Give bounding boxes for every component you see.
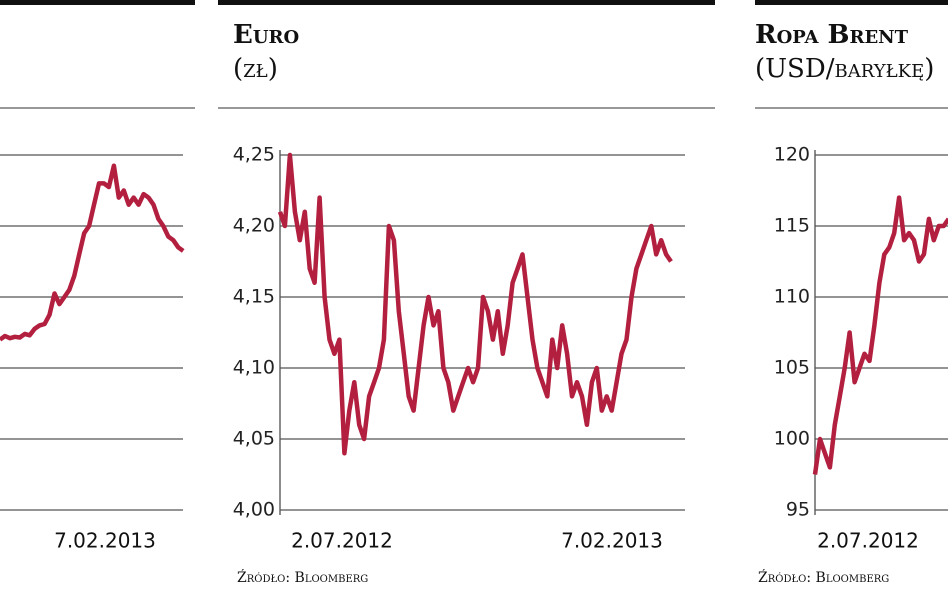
panel-title: Ropa Brent xyxy=(755,20,909,50)
y-tick-label: 4,15 xyxy=(233,286,275,308)
panel-subtitle: (zł) xyxy=(233,54,278,84)
y-tick-label: 4,25 xyxy=(233,144,275,166)
panel-subtitle: (USD/baryłkę) xyxy=(755,54,934,84)
source: Źródło: Bloomberg xyxy=(758,568,889,586)
panel-title: Euro xyxy=(233,20,299,50)
y-tick-label: 4,10 xyxy=(233,357,275,379)
y-tick-label: 100 xyxy=(774,428,810,450)
series-line xyxy=(812,195,948,475)
top-bar xyxy=(218,0,715,5)
source: Źródło: Bloomberg xyxy=(237,568,368,586)
y-tick-label: 4,00 xyxy=(233,499,275,521)
series-line xyxy=(277,152,673,456)
x-tick-label: 7.02.2013 xyxy=(561,529,663,553)
top-bar xyxy=(755,0,948,5)
x-tick-label: 7.02.2013 xyxy=(54,529,156,553)
x-tick-label: 2.07.2012 xyxy=(817,529,919,553)
y-tick-label: 105 xyxy=(774,357,810,379)
top-bar xyxy=(0,0,195,5)
y-tick-label: 95 xyxy=(786,499,810,521)
series-line xyxy=(0,163,185,342)
y-tick-label: 115 xyxy=(774,215,810,237)
y-tick-label: 110 xyxy=(774,286,810,308)
x-tick-label: 2.07.2012 xyxy=(291,529,393,553)
y-tick-label: 4,20 xyxy=(233,215,275,237)
y-tick-label: 120 xyxy=(774,144,810,166)
y-tick-label: 4,05 xyxy=(233,428,275,450)
